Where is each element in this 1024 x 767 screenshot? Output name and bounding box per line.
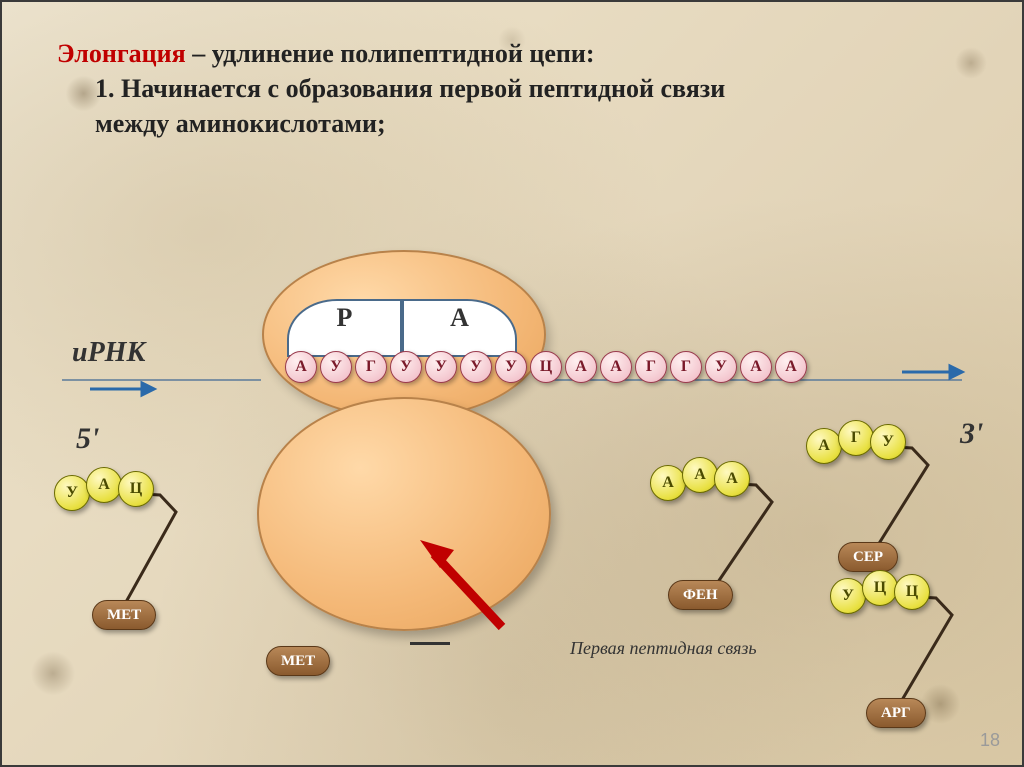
anticodon-1-2: А xyxy=(714,461,750,497)
anticodon-0-2: Ц xyxy=(118,471,154,507)
codon-4: У xyxy=(425,351,457,383)
heading-rest1: – удлинение полипептидной цепи: xyxy=(186,39,595,68)
anticodon-2-2: У xyxy=(870,424,906,460)
heading: Элонгация – удлинение полипептидной цепи… xyxy=(57,36,957,141)
codon-11: Г xyxy=(670,351,702,383)
codon-13: А xyxy=(740,351,772,383)
codon-1: У xyxy=(320,351,352,383)
amino-сер: СЕР xyxy=(838,542,898,572)
codon-5: У xyxy=(460,351,492,383)
codon-10: Г xyxy=(635,351,667,383)
codon-2: Г xyxy=(355,351,387,383)
page-number: 18 xyxy=(980,730,1000,751)
heading-line3: между аминокислотами; xyxy=(95,109,386,138)
amino-арг: АРГ xyxy=(866,698,926,728)
dash-line xyxy=(410,642,450,645)
free-amino-met: МЕТ xyxy=(266,646,330,676)
codon-7: Ц xyxy=(530,351,562,383)
anticodon-2-0: А xyxy=(806,428,842,464)
codon-0: А xyxy=(285,351,317,383)
trna-body-0 xyxy=(74,490,176,612)
codon-9: А xyxy=(600,351,632,383)
trna-body-2 xyxy=(826,443,928,555)
first-bond-caption: Первая пептидная связь xyxy=(570,638,757,659)
codon-8: А xyxy=(565,351,597,383)
trna-body-1 xyxy=(670,480,772,592)
anticodon-3-0: У xyxy=(830,578,866,614)
ribosome-large-subunit xyxy=(257,397,551,631)
direction-arrow-right xyxy=(902,366,962,378)
codon-3: У xyxy=(390,351,422,383)
heading-keyword: Элонгация xyxy=(57,39,186,68)
five-prime-label: 5' xyxy=(76,422,99,456)
codon-6: У xyxy=(495,351,527,383)
heading-line2: 1. Начинается с образования первой пепти… xyxy=(95,74,725,103)
anticodon-0-1: А xyxy=(86,467,122,503)
anticodon-0-0: У xyxy=(54,475,90,511)
amino-мет: МЕТ xyxy=(92,600,156,630)
anticodon-3-1: Ц xyxy=(862,570,898,606)
anticodon-2-1: Г xyxy=(838,420,874,456)
anticodon-1-1: А xyxy=(682,457,718,493)
amino-фен: ФЕН xyxy=(668,580,733,610)
trna-body-3 xyxy=(850,593,952,710)
anticodon-3-2: Ц xyxy=(894,574,930,610)
mrna-label: иРНК xyxy=(72,337,145,369)
codon-12: У xyxy=(705,351,737,383)
direction-arrow-left xyxy=(90,383,154,395)
slide: Элонгация – удлинение полипептидной цепи… xyxy=(0,0,1024,767)
anticodon-1-0: А xyxy=(650,465,686,501)
p-site: Р xyxy=(287,299,402,357)
three-prime-label: 3' xyxy=(960,417,983,451)
codon-14: А xyxy=(775,351,807,383)
